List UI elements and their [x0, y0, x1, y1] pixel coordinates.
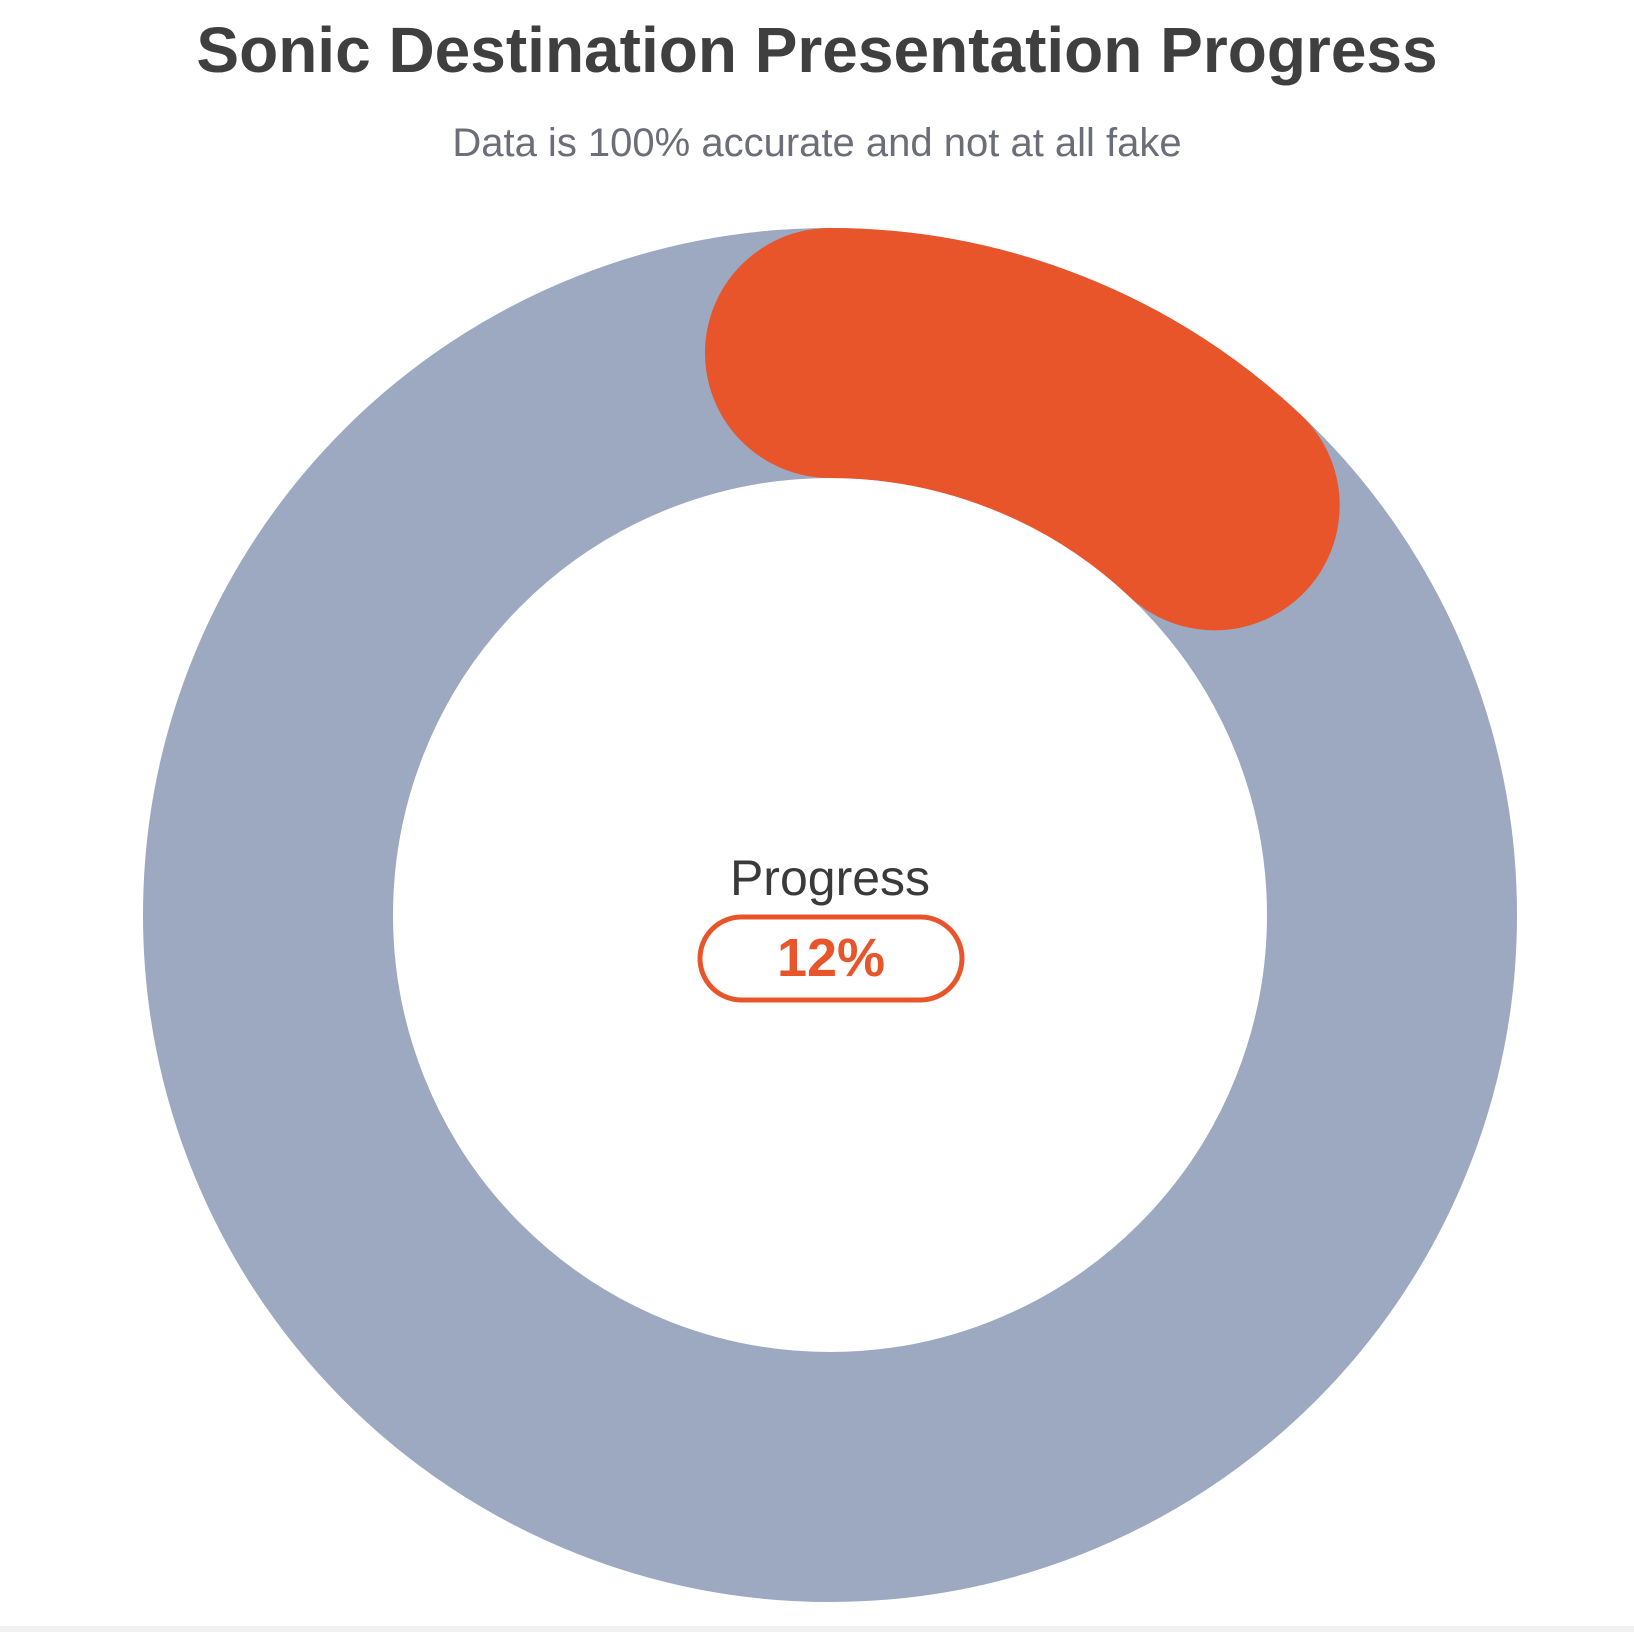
- bottom-band: [0, 1626, 1634, 1632]
- center-label: Progress: [730, 850, 930, 906]
- value-text: 12%: [777, 928, 885, 988]
- chart-title: Sonic Destination Presentation Progress: [196, 14, 1438, 86]
- value-badge: [697, 914, 965, 1003]
- chart-subtitle: Data is 100% accurate and not at all fak…: [452, 121, 1182, 165]
- gauge-progress-arc: [705, 228, 1340, 631]
